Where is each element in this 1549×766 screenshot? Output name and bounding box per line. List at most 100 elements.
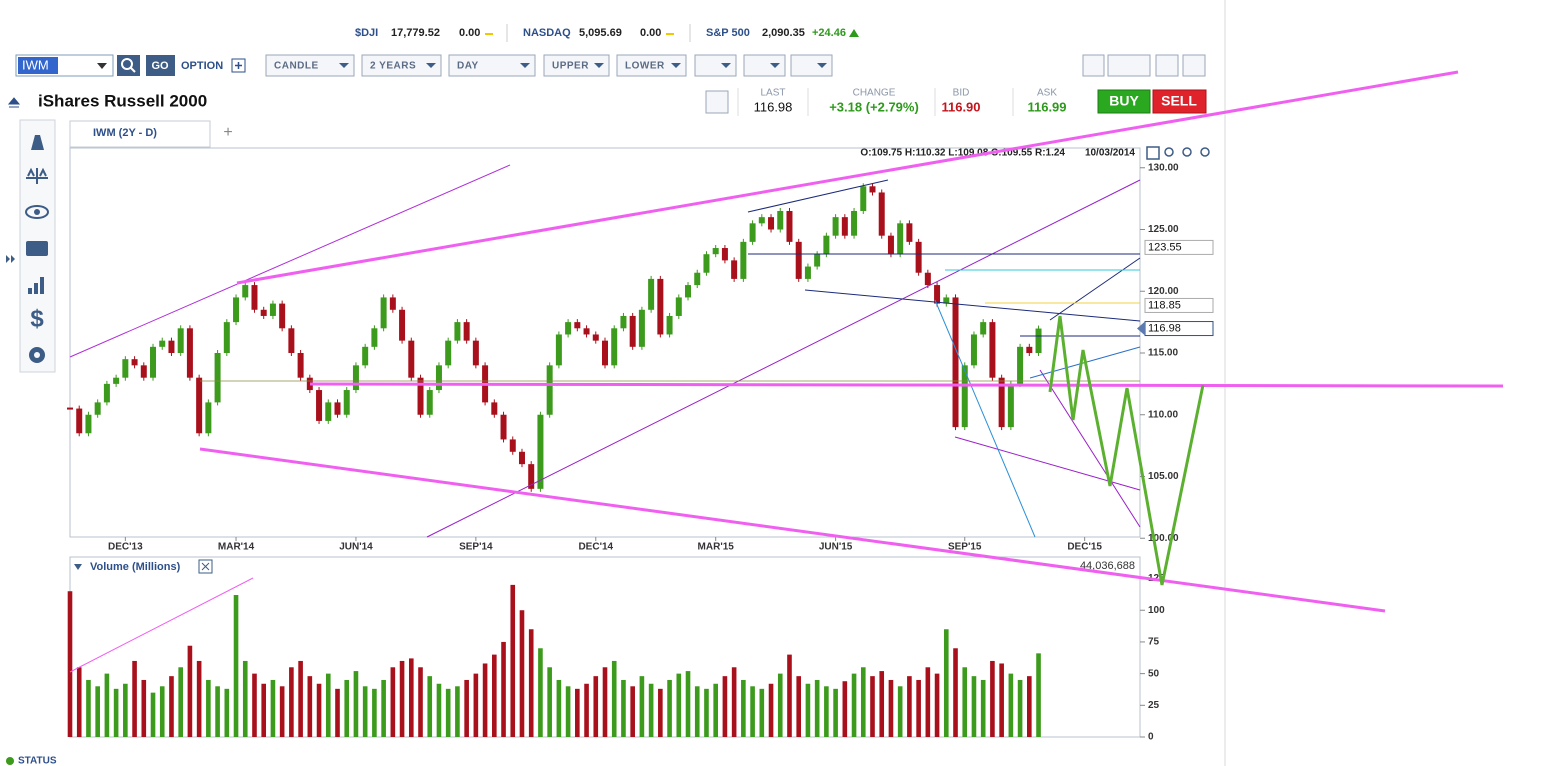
search-button[interactable] bbox=[117, 55, 140, 76]
tool-icon[interactable] bbox=[26, 167, 48, 184]
x-tick-label: MAR'14 bbox=[218, 542, 255, 553]
ticker-name[interactable]: $DJI bbox=[355, 27, 378, 39]
candle bbox=[343, 390, 350, 415]
x-tick-label: DEC'15 bbox=[1067, 542, 1102, 553]
volume-bar bbox=[316, 683, 322, 737]
caret bbox=[520, 63, 530, 68]
candle bbox=[186, 328, 193, 378]
go-button[interactable] bbox=[146, 55, 175, 76]
flat-icon bbox=[666, 33, 674, 35]
candle bbox=[768, 217, 775, 230]
candle bbox=[177, 328, 184, 353]
window-button[interactable] bbox=[1182, 54, 1206, 77]
candle bbox=[980, 322, 987, 335]
volume-bar bbox=[907, 676, 912, 737]
quote-icon[interactable] bbox=[705, 90, 729, 114]
layout-button[interactable] bbox=[1155, 54, 1179, 77]
candle bbox=[334, 402, 341, 415]
candle bbox=[685, 285, 692, 298]
volume-bar bbox=[390, 667, 396, 737]
candle bbox=[703, 254, 710, 273]
candle bbox=[380, 297, 387, 329]
x-tick-label: SEP'15 bbox=[948, 542, 982, 553]
candle bbox=[620, 315, 627, 329]
candle bbox=[150, 346, 157, 378]
candle bbox=[546, 365, 553, 415]
volume-bar bbox=[741, 679, 746, 737]
tool-dropdown[interactable] bbox=[694, 54, 737, 77]
ticker-name[interactable]: S&P 500 bbox=[706, 27, 750, 39]
sidebar: $ bbox=[6, 119, 56, 373]
volume-bar bbox=[824, 686, 829, 737]
volume-bar bbox=[547, 667, 552, 737]
volume-title: Volume (Millions) bbox=[90, 561, 181, 573]
y-tick-label: 25 bbox=[1148, 700, 1160, 711]
candle bbox=[260, 309, 267, 316]
candle bbox=[500, 414, 507, 440]
price-flag bbox=[1144, 297, 1214, 313]
flag-arrow bbox=[1137, 321, 1145, 336]
volume-bar bbox=[685, 671, 691, 737]
candle bbox=[961, 365, 968, 428]
volume-bar bbox=[362, 686, 368, 737]
settings-button[interactable] bbox=[1082, 54, 1105, 77]
x-tick-label: SEP'14 bbox=[459, 542, 493, 553]
close-icon bbox=[201, 562, 210, 571]
status[interactable]: STATUS bbox=[18, 756, 57, 766]
zoom-fit[interactable] bbox=[1146, 146, 1160, 160]
candle bbox=[694, 272, 701, 286]
volume-bar bbox=[796, 676, 802, 737]
add-tab[interactable]: + bbox=[223, 124, 232, 141]
expand-icon[interactable] bbox=[6, 255, 15, 263]
tool-icon[interactable] bbox=[26, 241, 48, 256]
ticker-value: 17,779.52 bbox=[391, 27, 440, 39]
candle bbox=[731, 260, 738, 279]
symbol: IWM bbox=[22, 57, 49, 72]
volume-bar bbox=[731, 667, 737, 737]
dropdown[interactable] bbox=[265, 54, 355, 77]
volume-bar bbox=[464, 679, 469, 737]
dropdown[interactable] bbox=[448, 54, 536, 77]
tool-dropdown[interactable] bbox=[743, 54, 786, 77]
option-label[interactable]: OPTION bbox=[181, 60, 223, 72]
dropdown[interactable] bbox=[543, 54, 610, 77]
volume-bar bbox=[298, 660, 303, 737]
chart-tab[interactable] bbox=[69, 120, 211, 148]
collapse-icon[interactable] bbox=[74, 564, 82, 570]
caret bbox=[817, 63, 827, 68]
volume-bar bbox=[879, 671, 885, 737]
tool-icon[interactable] bbox=[28, 288, 32, 294]
buy-button[interactable] bbox=[1097, 89, 1151, 114]
collapse-icon[interactable] bbox=[7, 97, 21, 108]
tool-icon[interactable] bbox=[25, 205, 49, 219]
candle bbox=[491, 402, 498, 415]
tool-icon[interactable]: $ bbox=[30, 305, 44, 332]
sell-button[interactable] bbox=[1152, 89, 1207, 114]
volume-bar bbox=[104, 673, 110, 737]
zoom-in-2[interactable] bbox=[1200, 147, 1210, 157]
search-icon bbox=[121, 58, 133, 70]
ticker-name[interactable]: NASDAQ bbox=[523, 27, 571, 39]
dropdown[interactable] bbox=[361, 54, 442, 77]
zoom-out[interactable] bbox=[1182, 147, 1192, 157]
tool-dropdown[interactable] bbox=[790, 54, 833, 77]
candle bbox=[721, 248, 728, 261]
dropdown-label: UPPER bbox=[552, 61, 589, 72]
tool-icon[interactable] bbox=[31, 135, 44, 150]
candle bbox=[952, 297, 959, 428]
candle bbox=[998, 377, 1005, 428]
volume-bar bbox=[344, 679, 350, 737]
x-tick-label: MAR'15 bbox=[698, 542, 735, 553]
candle bbox=[131, 359, 138, 366]
candle bbox=[924, 272, 931, 286]
dropdown[interactable] bbox=[616, 54, 687, 77]
volume-bar bbox=[768, 683, 774, 737]
volume-bar bbox=[519, 610, 525, 737]
save-button[interactable] bbox=[1107, 54, 1151, 77]
volume-bar bbox=[556, 679, 562, 737]
zoom-in[interactable] bbox=[1164, 147, 1174, 157]
sell-label: SELL bbox=[1161, 93, 1197, 109]
volume-bar bbox=[925, 667, 931, 737]
candle bbox=[435, 365, 442, 391]
tool-icon-hole bbox=[34, 352, 40, 358]
